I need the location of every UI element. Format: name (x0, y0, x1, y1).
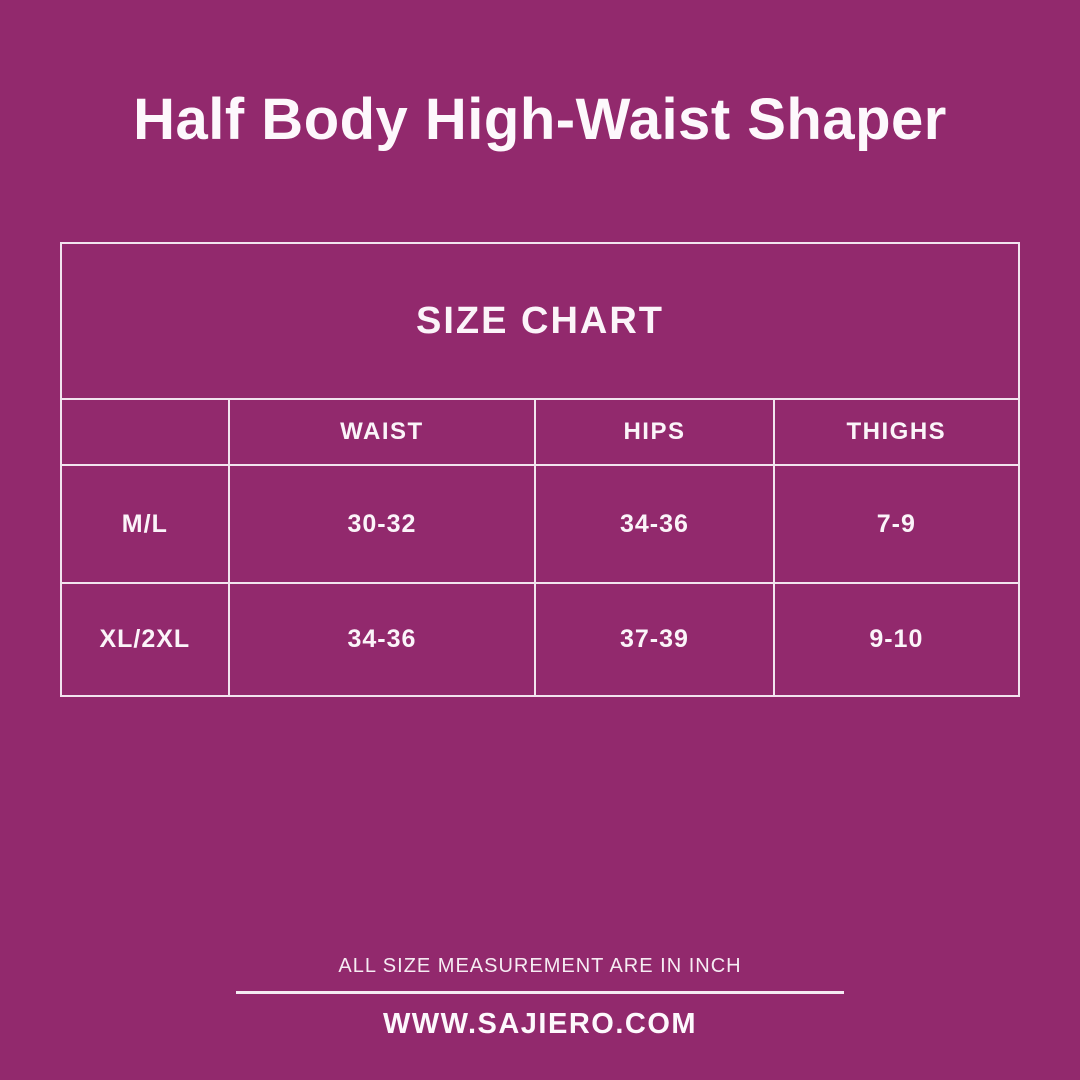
size-chart-table: SIZE CHART WAIST HIPS THIGHS M/L 30-32 3… (60, 242, 1021, 697)
size-label: XL/2XL (60, 582, 230, 697)
waist-value: 34-36 (227, 582, 537, 697)
website-url: WWW.SAJIERO.COM (382, 1008, 698, 1040)
footer-divider-line (236, 991, 844, 994)
thighs-value: 9-10 (772, 582, 1021, 697)
hips-value: 34-36 (534, 464, 775, 584)
table-title-row: SIZE CHART (60, 242, 1020, 400)
thighs-value: 7-9 (772, 464, 1021, 584)
table-row: M/L 30-32 34-36 7-9 (60, 464, 1021, 584)
measurement-unit-note: ALL SIZE MEASUREMENT ARE IN INCH (338, 955, 742, 977)
header-cell-hips: HIPS (534, 398, 775, 466)
table-title: SIZE CHART (60, 242, 1020, 400)
waist-value: 30-32 (227, 464, 537, 584)
header-cell-waist: WAIST (227, 398, 537, 466)
product-title: Half Body High-Waist Shaper (133, 87, 947, 152)
header-cell-size (60, 398, 230, 466)
size-label: M/L (60, 464, 230, 584)
table-row: XL/2XL 34-36 37-39 9-10 (60, 582, 1021, 697)
table-header-row: WAIST HIPS THIGHS (60, 398, 1021, 466)
header-cell-thighs: THIGHS (772, 398, 1021, 466)
hips-value: 37-39 (534, 582, 775, 697)
